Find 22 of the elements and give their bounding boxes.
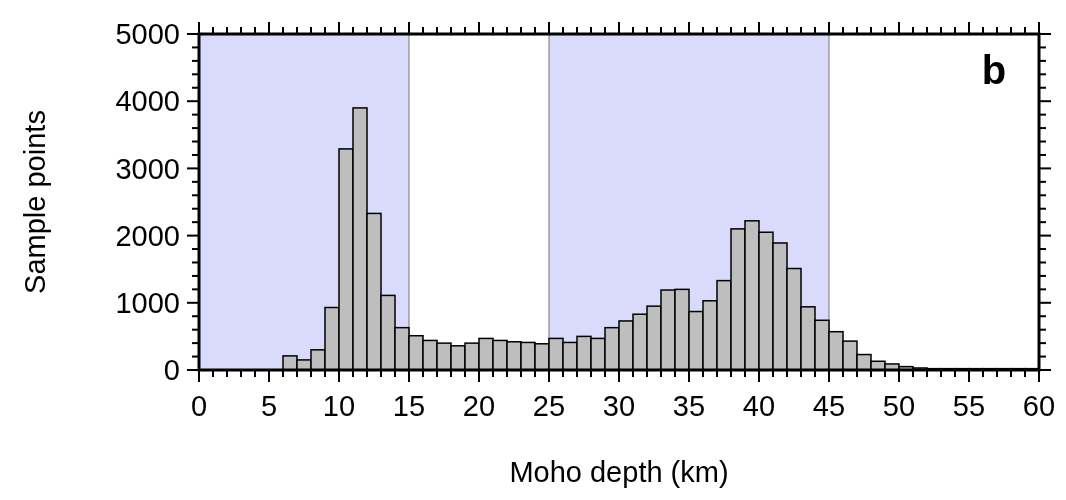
x-tick-label: 35 <box>672 390 706 422</box>
x-tick-label: 30 <box>602 390 636 422</box>
x-tick-label: 40 <box>742 390 776 422</box>
x-tick-label: 55 <box>952 390 986 422</box>
y-tick-label: 0 <box>163 354 180 387</box>
x-axis-title: Moho depth (km) <box>509 456 729 488</box>
x-tick-label: 5 <box>260 390 278 422</box>
x-tick-label: 20 <box>462 390 496 422</box>
y-tick-label: 3000 <box>115 152 180 185</box>
y-tick-label: 5000 <box>115 18 180 51</box>
x-tick-label: 25 <box>532 390 566 422</box>
y-axis-title: Sample points <box>19 110 51 294</box>
y-tick-label: 1000 <box>115 286 180 319</box>
x-tick-label: 10 <box>322 390 356 422</box>
annotation: b <box>981 48 1007 92</box>
x-tick-label: 50 <box>882 390 916 422</box>
x-tick-label: 45 <box>812 390 846 422</box>
x-tick-label: 0 <box>190 390 208 422</box>
x-tick-label: 15 <box>392 390 426 422</box>
y-tick-label: 2000 <box>115 219 180 252</box>
y-tick-label: 4000 <box>115 85 180 118</box>
x-tick-label: 60 <box>1022 390 1056 422</box>
